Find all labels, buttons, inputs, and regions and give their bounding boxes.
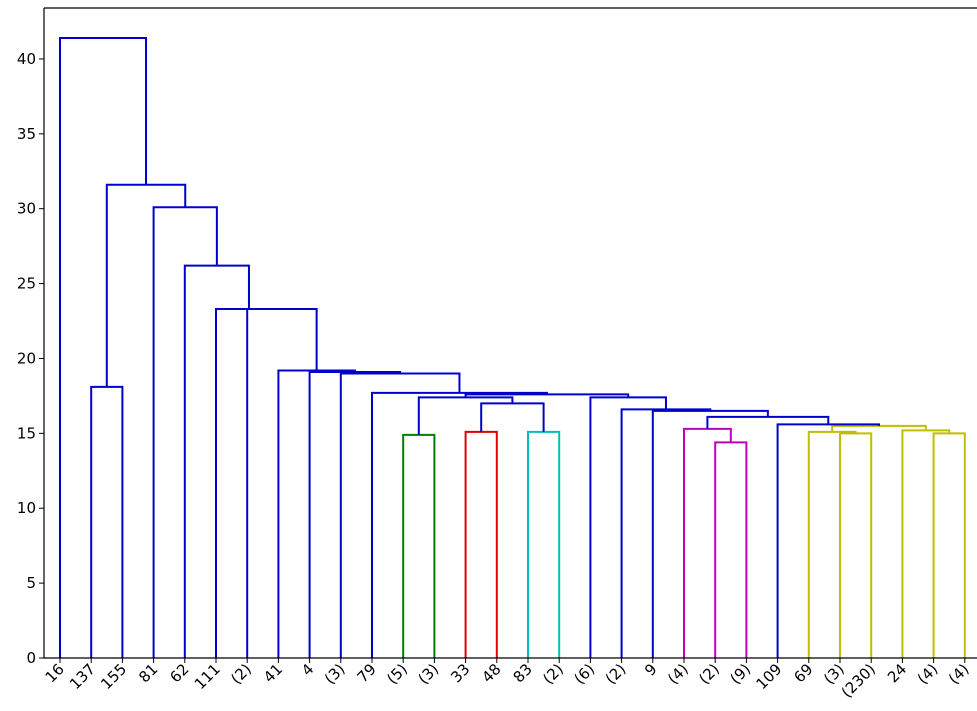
- dendrogram-link: [776, 423, 880, 658]
- leaf-label: (3): [414, 660, 442, 688]
- leaf-label: (4): [914, 660, 942, 688]
- leaf-label: 137: [66, 660, 99, 693]
- y-tick-label: 25: [17, 275, 36, 293]
- dendrogram-link: [308, 370, 402, 658]
- leaf-label: (3): [321, 660, 349, 688]
- dendrogram-link: [807, 430, 857, 658]
- leaf-label: 62: [166, 660, 192, 686]
- dendrogram-link: [932, 432, 966, 658]
- y-tick-label: 40: [17, 50, 36, 68]
- leaf-label: (2): [695, 660, 723, 688]
- leaf-label: 111: [191, 660, 224, 693]
- dendrogram-link: [277, 369, 356, 658]
- leaf-label: 24: [884, 660, 910, 686]
- dendrogram-link: [152, 206, 218, 658]
- leaf-label: 155: [97, 660, 130, 693]
- y-axis-ticks: 0 5 10 15 20 25 30 35 40: [17, 50, 44, 667]
- dendrogram-link: [589, 396, 667, 658]
- leaf-label: 69: [790, 660, 816, 686]
- leaf-label: 33: [447, 660, 473, 686]
- dendrogram-link: [706, 415, 830, 429]
- leaf-label: (2): [602, 660, 630, 688]
- leaf-label: 109: [752, 660, 785, 693]
- y-tick-label: 5: [26, 574, 36, 592]
- leaf-label: (2): [539, 660, 567, 688]
- dendrogram-link: [183, 264, 250, 658]
- dendrogram-link: [839, 432, 873, 658]
- leaf-label: (4): [664, 660, 692, 688]
- leaf-label: 48: [478, 660, 504, 686]
- dendrogram-link: [371, 391, 548, 658]
- leaf-label: 4: [298, 660, 317, 679]
- y-tick-label: 35: [17, 125, 36, 143]
- dendrogram-link: [901, 429, 951, 658]
- leaf-label: (9): [726, 660, 754, 688]
- dendrogram-link: [464, 430, 498, 658]
- dendrogram-link: [90, 385, 124, 658]
- dendrogram-link: [105, 183, 187, 387]
- dendrogram-link: [620, 408, 712, 658]
- dendrogram-link: [215, 308, 282, 658]
- leaf-label: (4): [945, 660, 973, 688]
- leaf-label: (5): [383, 660, 411, 688]
- plot-axes: [43, 7, 977, 659]
- dendrogram-link: [683, 427, 732, 658]
- dendrogram-link: [714, 441, 748, 658]
- y-tick-label: 20: [17, 349, 36, 367]
- leaf-label: 41: [260, 660, 286, 686]
- dendrogram-link: [246, 308, 318, 658]
- dendrogram-link: [339, 372, 461, 658]
- leaf-label: 79: [354, 660, 380, 686]
- dendrogram-link: [480, 402, 545, 432]
- leaf-label: 81: [135, 660, 161, 686]
- leaf-label: 16: [42, 660, 68, 686]
- y-tick-label: 15: [17, 424, 36, 442]
- y-tick-label: 30: [17, 200, 36, 218]
- dendrogram-link: [417, 396, 514, 435]
- y-tick-label: 0: [26, 649, 36, 667]
- y-tick-label: 10: [17, 499, 36, 517]
- leaf-label: (230): [838, 660, 879, 701]
- dendrogram-links: [59, 36, 966, 658]
- dendrogram-link: [527, 430, 561, 658]
- leaf-label: 9: [641, 660, 660, 679]
- leaf-label: 83: [510, 660, 536, 686]
- leaf-label: (6): [570, 660, 598, 688]
- dendrogram-link: [464, 393, 630, 398]
- dendrogram-link: [59, 36, 148, 658]
- dendrogram-link: [651, 409, 769, 658]
- leaf-label: (2): [227, 660, 255, 688]
- dendrogram-link: [402, 433, 436, 658]
